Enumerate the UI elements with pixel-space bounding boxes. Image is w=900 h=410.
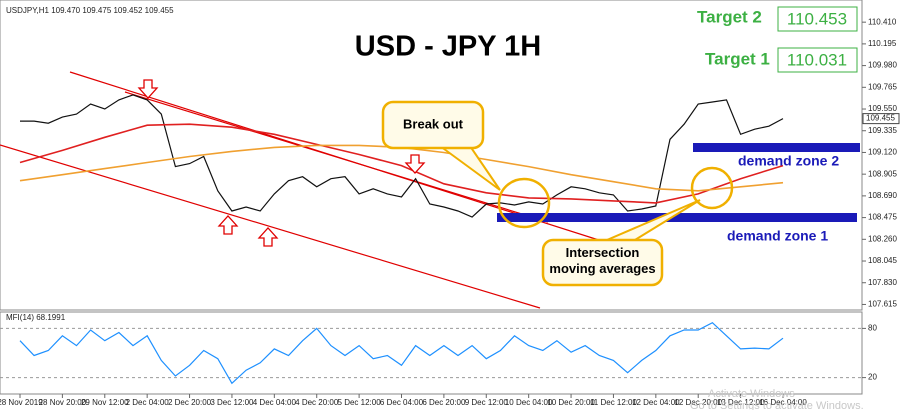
x-tick-label: 4 Dec 20:00: [295, 398, 339, 407]
series-line: [19, 123, 784, 204]
x-tick-label: 13 Dec 12:00: [717, 398, 765, 407]
y-tick-label: 107.615: [868, 300, 897, 309]
y-tick-label: 110.410: [868, 17, 897, 26]
x-tick-label: 2 Dec 04:00: [126, 398, 170, 407]
chart-title: USD - JPY 1H: [355, 31, 541, 63]
indicator-label: MFI(14) 68.1991: [6, 313, 66, 322]
y-tick-label: 80: [868, 324, 877, 333]
callout-wrap: Intersection moving averages: [549, 245, 656, 276]
x-tick-label: 6 Dec 04:00: [380, 398, 424, 407]
up-arrow: [217, 215, 239, 235]
series-line: [19, 144, 784, 192]
x-tick-label: 2 Dec 20:00: [168, 398, 212, 407]
y-tick-label: 109.550: [868, 104, 897, 113]
y-tick-label: 109.980: [868, 61, 897, 70]
zone-label: demand zone 1: [727, 228, 828, 244]
highlight-circle: [497, 177, 551, 229]
header: USDJPY,H1 109.470 109.475 109.452 109.45…: [6, 6, 174, 15]
price-tag-label: 109.455: [866, 114, 895, 123]
target-box: [777, 47, 858, 73]
mfi-frame: [0, 311, 863, 395]
x-tick-label: 28 Nov 20:00: [39, 398, 87, 407]
highlight-circle: [690, 166, 734, 210]
watermark: Go to Settings to activate Windows.: [690, 400, 864, 410]
trend-line: [124, 91, 549, 223]
x-tick-label: 4 Dec 04:00: [253, 398, 297, 407]
watermark: Activate Windows: [708, 388, 795, 400]
x-tick-label: 16 Dec 04:00: [759, 398, 807, 407]
x-tick-label: 11 Dec 12:00: [590, 398, 638, 407]
x-tick-label: 12 Dec 20:00: [674, 398, 722, 407]
y-tick-label: 20: [868, 373, 877, 382]
callout-box: [381, 100, 485, 150]
x-tick-label: 5 Dec 12:00: [338, 398, 382, 407]
price-tag: [862, 113, 900, 125]
y-tick-label: 108.045: [868, 256, 897, 265]
y-tick-label: 108.260: [868, 234, 897, 243]
y-tick-label: 109.765: [868, 82, 897, 91]
down-arrow: [137, 79, 159, 99]
trend-line: [0, 144, 541, 309]
demand-zone: [693, 143, 860, 152]
target-label: Target 1: [705, 49, 770, 68]
y-tick-label: 109.120: [868, 148, 897, 157]
x-tick-label: 28 Nov 2019: [0, 398, 43, 407]
y-tick-label: 107.830: [868, 278, 897, 287]
series-line: [20, 94, 784, 218]
x-tick-label: 6 Dec 20:00: [422, 398, 466, 407]
target-label: Target 2: [697, 7, 762, 26]
target-box: [777, 6, 858, 32]
main-frame: [0, 0, 863, 311]
callout-box: [541, 238, 664, 287]
x-tick-label: 10 Dec 04:00: [505, 398, 553, 407]
target-value: 110.453: [787, 9, 847, 28]
x-tick-label: 10 Dec 20:00: [547, 398, 595, 407]
down-arrow: [404, 154, 426, 174]
up-arrow: [257, 227, 279, 247]
x-tick-label: 3 Dec 12:00: [210, 398, 254, 407]
y-tick-label: 108.690: [868, 191, 897, 200]
callout-text: Break out: [403, 116, 464, 131]
y-tick-label: 109.335: [868, 126, 897, 135]
callout-text: Intersection moving averages: [549, 245, 656, 276]
demand-zone: [497, 213, 857, 222]
x-tick-label: 29 Nov 12:00: [81, 398, 129, 407]
zone-label: demand zone 2: [738, 153, 839, 169]
callout-pointer: [436, 145, 501, 191]
series-line: [19, 321, 784, 385]
x-tick-label: 12 Dec 04:00: [632, 398, 680, 407]
arrows: [137, 79, 426, 247]
x-tick-label: 9 Dec 12:00: [465, 398, 509, 407]
target-value: 110.031: [787, 50, 847, 69]
y-tick-label: 108.475: [868, 213, 897, 222]
y-tick-label: 108.905: [868, 169, 897, 178]
y-tick-label: 110.195: [868, 39, 897, 48]
